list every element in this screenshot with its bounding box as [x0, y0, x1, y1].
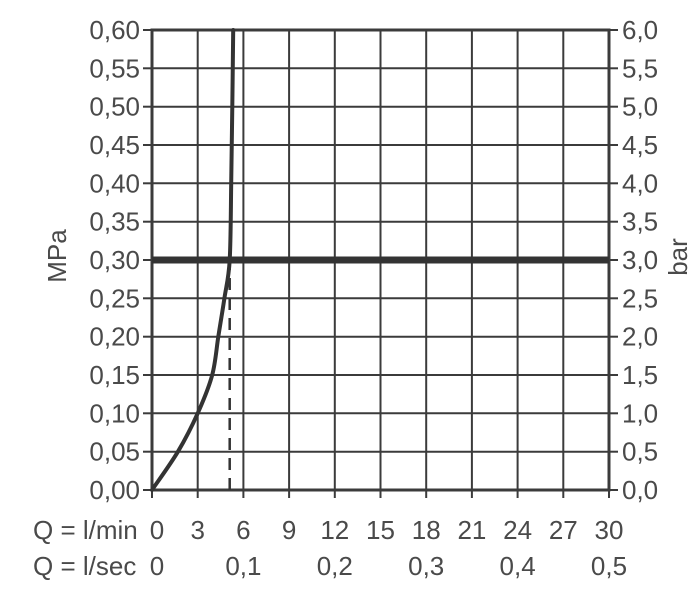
- x-lsec-tick-label: 0,5: [591, 551, 627, 581]
- x-lmin-tick-label: 21: [457, 515, 486, 545]
- y-right-tick-label: 0,5: [622, 437, 658, 467]
- y-axis-left-tick-labels: 0,00 0,05 0,10 0,15 0,20 0,25 0,30 0,35 0,40 0,45…: [89, 15, 140, 505]
- x-axis-lmin-tick-labels: 0 3 6 9 12 15 18 21 24 27 30: [150, 515, 624, 545]
- y-right-tick-label: 0,0: [622, 475, 658, 505]
- x-lmin-tick-label: 27: [549, 515, 578, 545]
- y-axis-right-tick-labels: 0,0 0,5 1,0 1,5 2,0 2,5 3,0 3,5 4,0 4,5 5,0 5,5 6,0: [622, 15, 658, 505]
- x-axis-lmin-label: Q = l/min: [33, 515, 138, 545]
- x-axis-lsec-tick-labels: 0 0,1 0,2 0,3 0,4 0,5: [150, 551, 627, 581]
- axis-ticks: [143, 29, 618, 498]
- y-left-tick-label: 0,45: [89, 130, 140, 160]
- y-left-tick-label: 0,40: [89, 168, 140, 198]
- pressure-flow-curve: [150, 28, 236, 492]
- y-left-tick-label: 0,15: [89, 360, 140, 390]
- x-lmin-tick-label: 0: [150, 515, 164, 545]
- x-lmin-tick-label: 24: [503, 515, 532, 545]
- y-right-tick-label: 3,0: [622, 245, 658, 275]
- x-axis-lsec-label: Q = l/sec: [33, 551, 136, 581]
- y-right-tick-label: 1,0: [622, 398, 658, 428]
- x-lmin-tick-label: 9: [282, 515, 296, 545]
- y-left-tick-label: 0,50: [89, 92, 140, 122]
- x-lsec-tick-label: 0,3: [408, 551, 444, 581]
- y-left-tick-label: 0,30: [89, 245, 140, 275]
- y-axis-left-unit: MPa: [42, 229, 72, 283]
- x-lsec-tick-label: 0,2: [317, 551, 353, 581]
- curve-layer: [150, 28, 236, 492]
- x-lmin-tick-label: 15: [366, 515, 395, 545]
- y-axis-left-unit-group: MPa: [42, 229, 72, 283]
- y-right-tick-label: 5,5: [622, 53, 658, 83]
- x-lmin-tick-label: 3: [190, 515, 204, 545]
- y-right-tick-label: 2,0: [622, 322, 658, 352]
- y-right-tick-label: 6,0: [622, 15, 658, 45]
- y-left-tick-label: 0,55: [89, 53, 140, 83]
- y-left-tick-label: 0,20: [89, 322, 140, 352]
- x-lmin-tick-label: 30: [595, 515, 624, 545]
- y-left-tick-label: 0,60: [89, 15, 140, 45]
- x-lmin-tick-label: 12: [320, 515, 349, 545]
- y-right-tick-label: 4,5: [622, 130, 658, 160]
- y-left-tick-label: 0,35: [89, 207, 140, 237]
- y-right-tick-label: 5,0: [622, 92, 658, 122]
- x-lmin-tick-label: 6: [236, 515, 250, 545]
- y-left-tick-label: 0,25: [89, 283, 140, 313]
- y-right-tick-label: 1,5: [622, 360, 658, 390]
- y-axis-right-unit: bar: [663, 238, 693, 276]
- y-right-tick-label: 2,5: [622, 283, 658, 313]
- x-lsec-tick-label: 0,1: [225, 551, 261, 581]
- y-left-tick-label: 0,05: [89, 437, 140, 467]
- y-right-tick-label: 4,0: [622, 168, 658, 198]
- y-left-tick-label: 0,00: [89, 475, 140, 505]
- x-lmin-tick-label: 18: [412, 515, 441, 545]
- y-axis-right-unit-group: bar: [663, 238, 693, 276]
- x-lsec-tick-label: 0: [150, 551, 164, 581]
- y-left-tick-label: 0,10: [89, 398, 140, 428]
- x-lsec-tick-label: 0,4: [500, 551, 536, 581]
- y-right-tick-label: 3,5: [622, 207, 658, 237]
